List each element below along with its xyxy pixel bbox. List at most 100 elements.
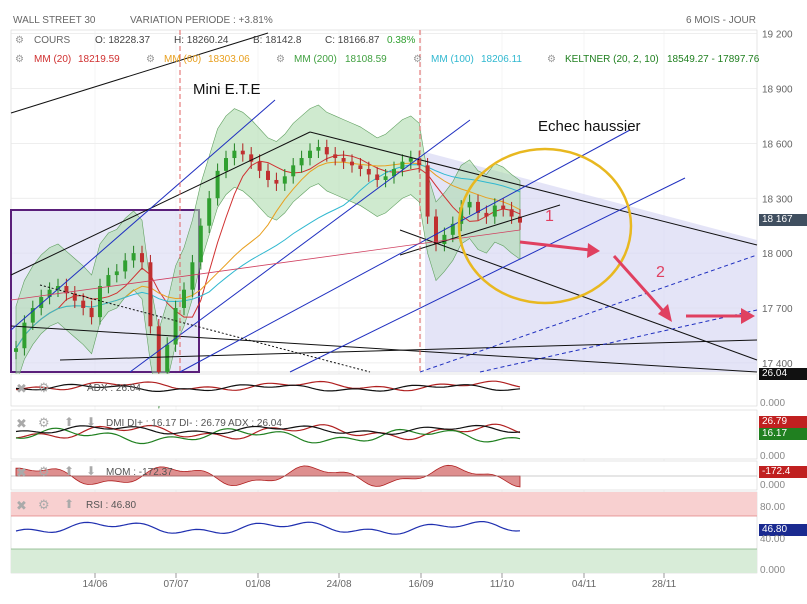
candle-body (358, 165, 363, 169)
trendlines (10, 30, 758, 373)
candle-body (156, 326, 161, 372)
close-icon[interactable]: ✖ (16, 416, 27, 431)
low-value: B: 18142.8 (253, 35, 302, 46)
gear-icon[interactable]: ⚙ (38, 380, 50, 395)
close-icon[interactable]: ✖ (16, 381, 27, 396)
arrow-down-icon[interactable]: ⬇ (86, 415, 97, 429)
candle-body (148, 262, 153, 327)
candle-body (383, 176, 388, 180)
candle-body (72, 293, 77, 301)
candle-body (81, 300, 86, 308)
candle-body (400, 161, 405, 169)
candle-body (492, 205, 497, 217)
arrow-up-icon[interactable]: ⬆ (64, 464, 75, 478)
x-tick-label: 28/11 (652, 579, 677, 590)
y-tick-label: 18 900 (762, 85, 793, 96)
high-value: H: 18260.24 (174, 35, 229, 46)
candle-body (47, 289, 52, 298)
x-tick-label: 11/10 (490, 579, 515, 590)
x-tick-label: 07/07 (163, 579, 188, 590)
candle-body (207, 198, 212, 226)
mm20-value: 18219.59 (78, 54, 120, 65)
annotation-2: 2 (656, 264, 665, 281)
mom-label: MOM : -172.37 (106, 467, 173, 478)
gear-icon[interactable]: ⚙ (276, 54, 285, 65)
candle-body (224, 158, 228, 171)
candle-body (98, 286, 102, 318)
close-icon[interactable]: ✖ (16, 498, 27, 513)
candle-body (14, 348, 18, 352)
mm60-value: 18303.06 (208, 54, 250, 65)
dmi-label: DMI DI+ : 16.17 DI- : 26.79 ADX : 26.04 (106, 418, 282, 429)
candle-body (39, 297, 44, 308)
x-tick-label: 04/11 (572, 579, 597, 590)
arrow-up-icon[interactable]: ⬆ (64, 497, 75, 511)
rsi-40: 40.00 (760, 534, 786, 545)
price-axis: 17 400 17 700 18 000 18 300 18 600 18 900 19 2… (762, 30, 793, 370)
keltner-value: 18549.27 - 17897.76 (667, 54, 760, 65)
highlight-circle (457, 147, 633, 305)
candle-body (408, 158, 413, 162)
gear-icon[interactable]: ⚙ (15, 54, 24, 65)
candle-body (89, 307, 94, 318)
di-plus-line (15, 427, 521, 445)
candle-body (232, 150, 237, 159)
candle-body (165, 344, 170, 372)
dmi-zero: 0.000 (760, 451, 786, 462)
gear-icon[interactable]: ⚙ (38, 464, 50, 479)
candle-body (106, 275, 111, 287)
candle-body (123, 260, 128, 272)
candle-body (266, 170, 270, 180)
x-tick-label: 14/06 (82, 579, 107, 590)
rsi-zero: 0.000 (760, 565, 786, 576)
rsi-label: RSI : 46.80 (86, 500, 137, 511)
candle-body (215, 170, 220, 199)
candle-body (190, 262, 195, 290)
close-icon[interactable]: ✖ (16, 465, 27, 480)
candle-body (173, 307, 178, 345)
gear-icon[interactable]: ⚙ (547, 54, 556, 65)
candle-body (30, 307, 35, 323)
mm100-value: 18206.11 (481, 54, 522, 65)
candle-body (341, 158, 346, 162)
arrow-up-icon[interactable]: ⬆ (64, 415, 75, 429)
mom-badge: -172.4 (759, 466, 807, 478)
adx-badge: 26.04 (759, 368, 807, 380)
mm20-label: MM (20) (34, 54, 72, 65)
adx-label: ADX : 26.04 (87, 383, 141, 394)
rsi-line (15, 521, 521, 535)
gear-icon[interactable]: ⚙ (38, 497, 50, 512)
cours-label: COURS (34, 35, 71, 46)
rsi-overbought-zone (11, 492, 757, 516)
arrow-down-icon[interactable]: ⬇ (86, 464, 97, 478)
candle-body (282, 176, 287, 184)
candle-body (417, 158, 422, 166)
candle-body (484, 212, 489, 217)
gear-icon[interactable]: ⚙ (38, 415, 50, 430)
mom-zero: 0.000 (760, 480, 786, 491)
dmi-plus-badge: 16.17 (759, 428, 807, 440)
variation-text: VARIATION PERIODE : +3.81% (130, 15, 273, 26)
y-tick-label: 18 300 (762, 194, 793, 205)
x-tick-label: 24/08 (326, 579, 351, 590)
y-tick-label: 18 600 (762, 139, 793, 150)
candle-body (434, 216, 438, 244)
gear-icon[interactable]: ⚙ (413, 54, 422, 65)
arrow-1 (519, 240, 600, 258)
candle-body (299, 158, 304, 166)
gear-icon[interactable]: ⚙ (146, 54, 155, 65)
candle-body (324, 147, 329, 155)
period-selector[interactable]: 6 MOIS - JOUR (686, 15, 757, 26)
mm100-label: MM (100) (431, 54, 474, 65)
change-value: 0.38% (387, 35, 416, 46)
adx-line-red (15, 380, 521, 392)
dmi-minus-badge: 26.79 (759, 416, 807, 428)
candle-body (131, 253, 136, 261)
annotation-echec: Echec haussier (538, 118, 641, 135)
y-tick-label: 18 000 (762, 249, 793, 260)
arrow-2 (612, 255, 672, 322)
adx-line (15, 383, 521, 392)
gear-icon[interactable]: ⚙ (15, 35, 24, 46)
mm200-value: 18108.59 (345, 54, 387, 65)
